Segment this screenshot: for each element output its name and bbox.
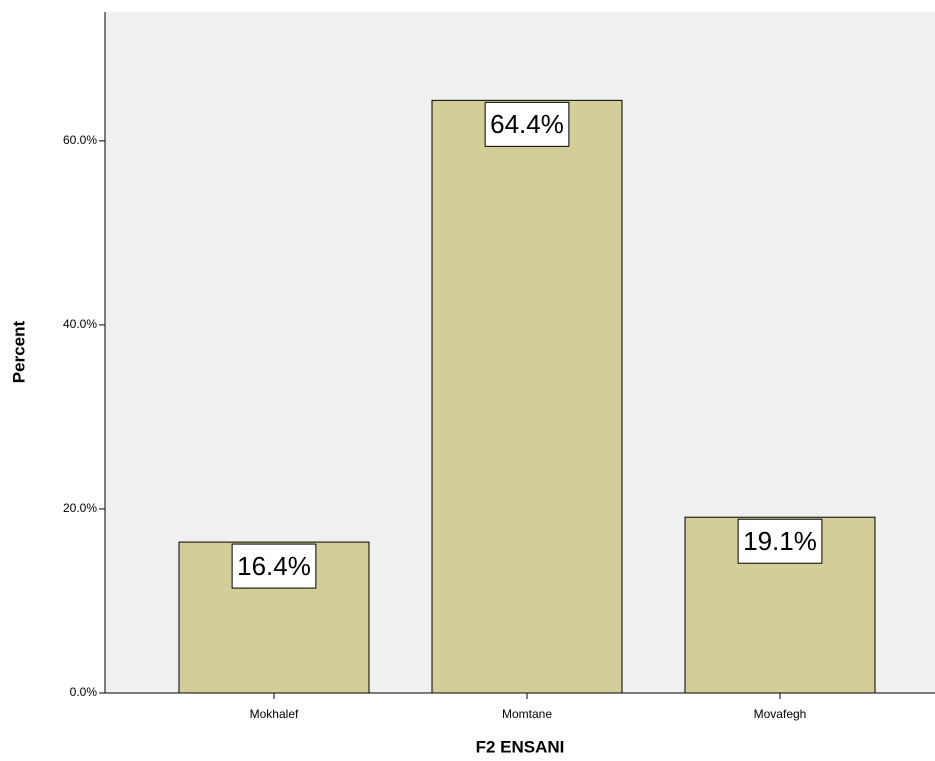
bar [432,100,622,693]
y-tick-label: 0.0% [70,685,98,699]
value-label: 19.1% [743,526,817,556]
x-tick-label: Movafegh [754,707,807,721]
y-tick-label: 60.0% [63,133,97,147]
value-label: 16.4% [237,551,311,581]
x-tick-label: Mokhalef [250,707,299,721]
x-tick-label: Momtane [502,707,552,721]
value-label: 64.4% [490,109,564,139]
chart: F2 ENSANI Percent 0.0% 20.0% 40.0% 60.0% Mok… [0,0,935,761]
y-tick-label: 40.0% [63,317,97,331]
y-axis-title: Percent [9,320,28,383]
x-axis-title: F2 ENSANI [476,737,565,756]
y-tick-label: 20.0% [63,501,97,515]
